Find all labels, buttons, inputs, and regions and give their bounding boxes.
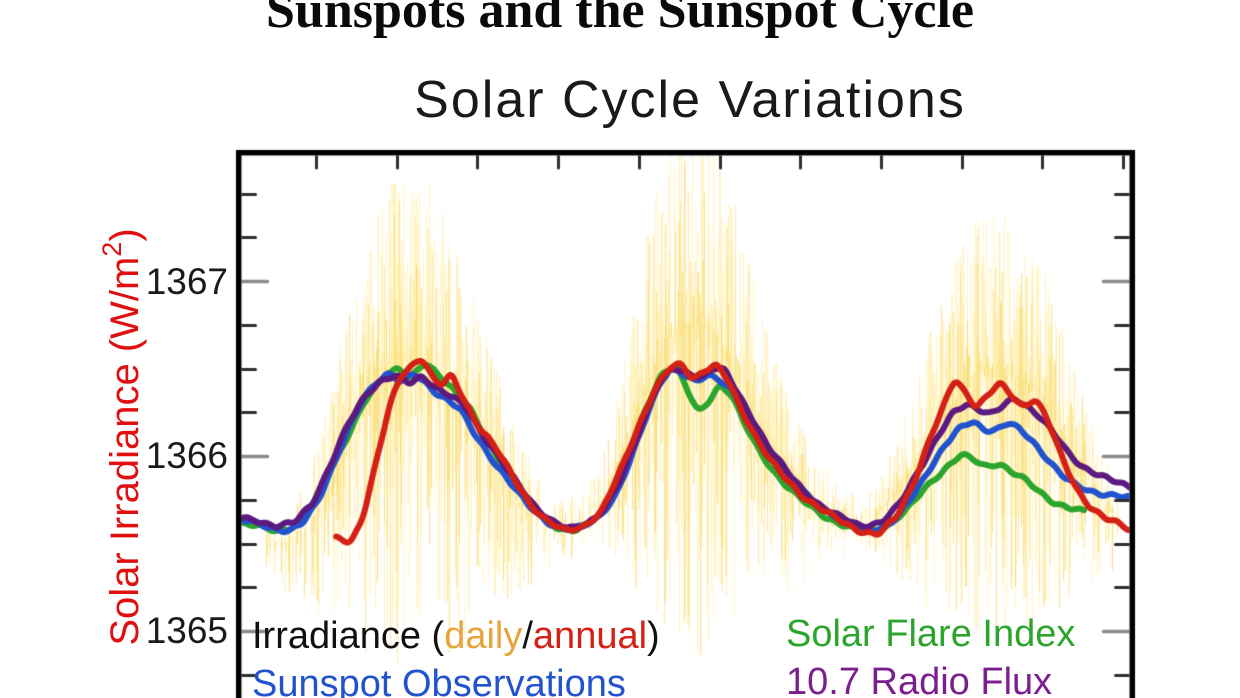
legend-radio-flux: 10.7 Radio Flux bbox=[786, 661, 1053, 698]
legend-irradiance-suffix: ) bbox=[647, 615, 660, 657]
legend-annual-label: annual bbox=[532, 615, 648, 657]
legend-sunspot-observations: Sunspot Observations bbox=[252, 663, 626, 698]
legend-irradiance: Irradiance (daily/annual) bbox=[252, 614, 660, 658]
legend-daily-label: daily bbox=[444, 615, 523, 657]
legend-irradiance-prefix: Irradiance ( bbox=[252, 615, 445, 657]
legend-separator: / bbox=[522, 615, 533, 657]
legend-solar-flare-index: Solar Flare Index bbox=[786, 613, 1076, 655]
